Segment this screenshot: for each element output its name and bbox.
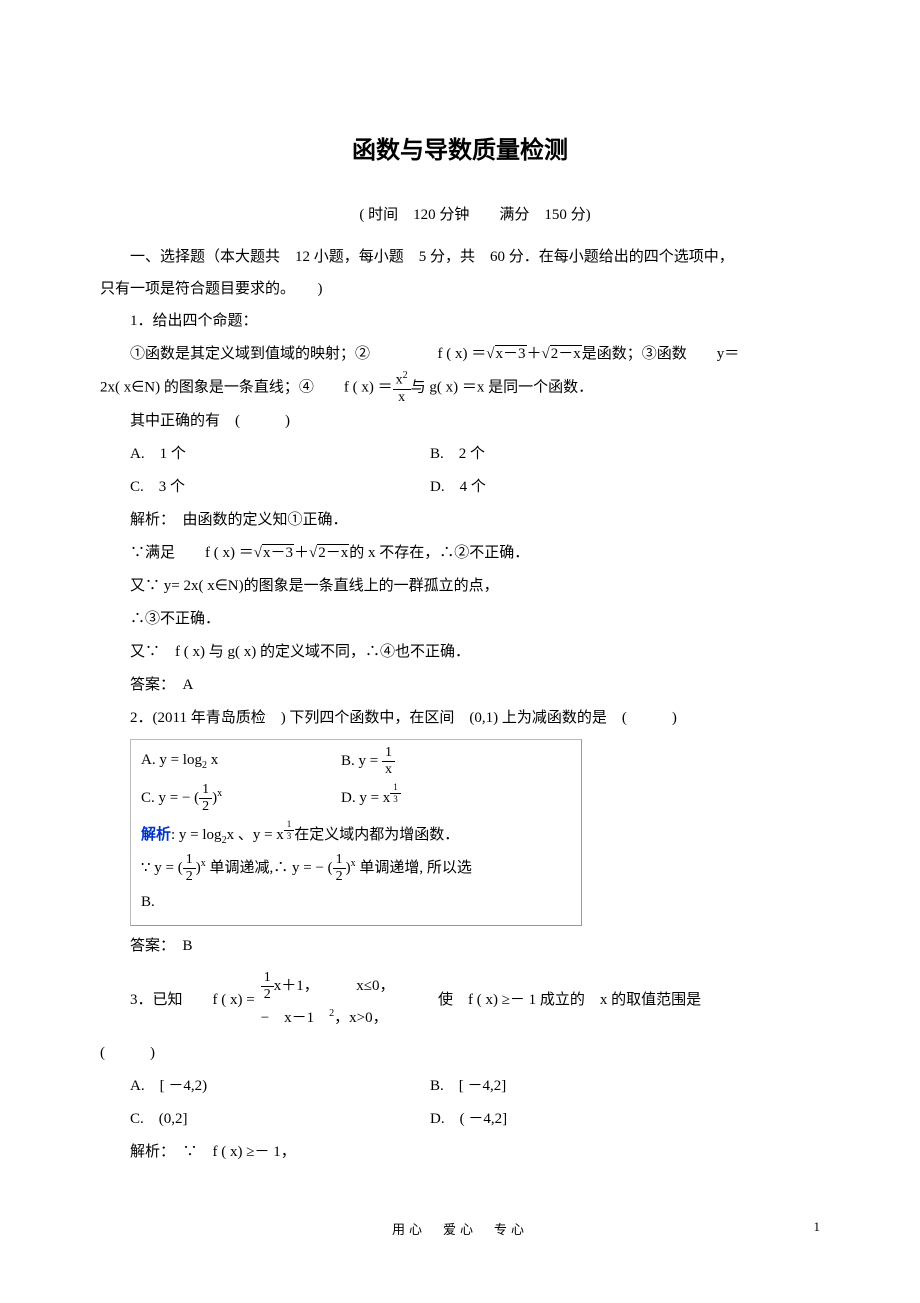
q1-opt-a: A. 1 个 — [100, 438, 430, 471]
section-intro-2: 只有一项是符合题目要求的。 ) — [100, 274, 820, 306]
q1-exp4: ∴③不正确． — [100, 603, 820, 636]
q3-tail: ( ) — [100, 1037, 820, 1070]
footer-center: 用心 爱心 专心 — [100, 1219, 820, 1238]
q2-exp1: 解析: y = log2x 、y = x13在定义域内都为增函数． — [141, 820, 571, 850]
q3-options-row1: A. [ －4,2) B. [ －4,2] — [100, 1070, 820, 1103]
q2-ans: 答案： B — [100, 930, 820, 963]
q3-opt-d: D. ( －4,2] — [430, 1103, 820, 1136]
q1-options-row1: A. 1 个 B. 2 个 — [100, 438, 820, 471]
q3-stem1: 3．已知 f ( x) = — [130, 989, 255, 1012]
q1-exp3: 又∵ y= 2x( x∈N)的图象是一条直线上的一群孤立的点， — [100, 570, 820, 603]
q2-opt-a: A. y = log2 x — [141, 746, 341, 777]
q1-ans: 答案： A — [100, 669, 820, 702]
sqrt-x-3: x－3 — [486, 338, 526, 371]
sqrt-x-3b: x－3 — [254, 537, 294, 570]
q1-exp2b: 的 x 不存在，∴②不正确． — [349, 545, 529, 561]
q3-exp: 解析： ∵ f ( x) ≥－ 1， — [100, 1136, 820, 1169]
doc-title: 函数与导数质量检测 — [100, 130, 820, 165]
footer-page-num: 1 — [814, 1219, 821, 1235]
sqrt-2-xb: 2－x — [309, 537, 349, 570]
q3-opt-b: B. [ －4,2] — [430, 1070, 820, 1103]
q1-line2a: 2x( x∈N) 的图象是一条直线；④ f ( x) ＝ — [100, 379, 393, 395]
q2-opt-c: C. y = − (12)x — [141, 783, 341, 814]
q1-exp1: 解析： 由函数的定义知①正确． — [100, 504, 820, 537]
q2-box: A. y = log2 x B. y = 1x C. y = − (12)x D… — [130, 739, 582, 926]
q2-opt-d: D. y = x13 — [341, 783, 401, 814]
page-footer: 用心 爱心 专心 1 — [100, 1219, 820, 1238]
q1-options-row2: C. 3 个 D. 4 个 — [100, 471, 820, 504]
q1-opt-b: B. 2 个 — [430, 438, 820, 471]
q1-line1a: ①函数是其定义域到值域的映射；② — [130, 346, 370, 362]
q2-exp-label: 解析 — [141, 826, 171, 842]
q1-exp5: 又∵ f ( x) 与 g( x) 的定义域不同，∴④也不正确． — [100, 636, 820, 669]
q1-ask: 其中正确的有 ( ) — [100, 405, 820, 438]
q2-exp2: ∵ y = (12)x 单调递减,∴ y = − (12)x 单调递增, 所以选 — [141, 853, 571, 884]
q3-stem2: 使 f ( x) ≥－ 1 成立的 x 的取值范围是 — [438, 989, 701, 1012]
q1-line1: ①函数是其定义域到值域的映射；② f ( x) ＝x－3＋2－x是函数；③函数 … — [100, 338, 820, 371]
q1-exp2: ∵满足 f ( x) ＝x－3＋2－x的 x 不存在，∴②不正确． — [100, 537, 820, 570]
doc-subtitle: ( 时间 120 分钟 满分 150 分) — [100, 203, 820, 224]
q3-options-row2: C. (0,2] D. ( －4,2] — [100, 1103, 820, 1136]
page: 函数与导数质量检测 ( 时间 120 分钟 满分 150 分) 一、选择题（本大… — [0, 0, 920, 1278]
q1-opt-c: C. 3 个 — [100, 471, 430, 504]
q1-opt-d: D. 4 个 — [430, 471, 820, 504]
q3-opt-a: A. [ －4,2) — [100, 1070, 430, 1103]
q1-line1b: 是函数；③函数 y＝ — [582, 346, 740, 362]
q2-stem: 2．(2011 年青岛质检 ) 下列四个函数中，在区间 (0,1) 上为减函数的… — [100, 702, 820, 735]
q3-opt-c: C. (0,2] — [100, 1103, 430, 1136]
q2-opt-b: B. y = 1x — [341, 746, 395, 777]
q3-stem: 3．已知 f ( x) = 12x＋1，x≤0， − x－1 2，x>0， 使 … — [100, 971, 820, 1030]
q1-stem: 1．给出四个命题： — [100, 305, 820, 338]
sqrt-2-x: 2－x — [542, 338, 582, 371]
q1-line2b: 与 g( x) ＝x 是同一个函数． — [411, 379, 594, 395]
frac-x2-x: x2x — [393, 371, 411, 405]
q1-exp2a: ∵满足 f ( x) ＝ — [130, 545, 254, 561]
q1-line2: 2x( x∈N) 的图象是一条直线；④ f ( x) ＝x2x与 g( x) ＝… — [100, 371, 820, 405]
q3-piecewise: 12x＋1，x≤0， − x－1 2，x>0， — [261, 971, 395, 1030]
section-intro-1: 一、选择题（本大题共 12 小题，每小题 5 分，共 60 分．在每小题给出的四… — [100, 242, 820, 274]
q2-exp3: B. — [141, 888, 571, 917]
